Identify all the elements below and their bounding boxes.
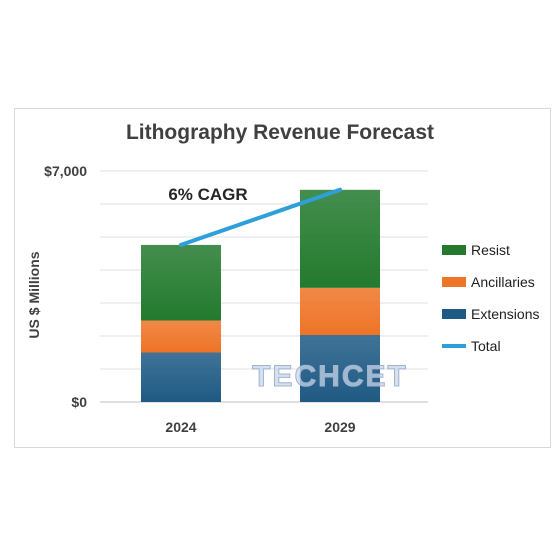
- bar-resist-2029: [300, 189, 380, 288]
- legend-label-total: Total: [471, 338, 501, 354]
- y-tick-label: $7,000: [44, 163, 87, 179]
- total-point: [338, 187, 342, 192]
- legend-item-ancillaries: Ancillaries: [442, 270, 539, 294]
- cagr-annotation: 6% CAGR: [168, 185, 247, 204]
- y-tick-label: $0: [71, 394, 87, 410]
- legend-swatch-total: [442, 344, 466, 348]
- legend-swatch-extensions: [442, 309, 466, 319]
- legend-label-ancillaries: Ancillaries: [471, 274, 535, 290]
- legend-swatch-resist: [442, 245, 466, 255]
- legend-item-total: Total: [442, 334, 539, 358]
- bar-ancillaries-2024: [141, 320, 221, 353]
- total-line: [179, 187, 342, 247]
- legend: Resist Ancillaries Extensions Total: [442, 238, 539, 366]
- legend-label-resist: Resist: [471, 242, 510, 258]
- total-point: [179, 242, 183, 247]
- bar-ancillaries-2029: [300, 287, 380, 336]
- legend-item-resist: Resist: [442, 238, 539, 262]
- legend-swatch-ancillaries: [442, 277, 466, 287]
- chart-title: Lithography Revenue Forecast: [125, 121, 435, 144]
- legend-label-extensions: Extensions: [471, 306, 540, 322]
- bar-resist-2024: [141, 244, 221, 321]
- bar-extensions-2029: [300, 335, 380, 402]
- legend-item-extensions: Extensions: [442, 302, 539, 326]
- x-tick-label: 2029: [324, 419, 355, 435]
- x-tick-label: 2024: [165, 419, 196, 435]
- techcet-watermark: TECHCET: [252, 360, 408, 393]
- bar-extensions-2024: [141, 352, 221, 402]
